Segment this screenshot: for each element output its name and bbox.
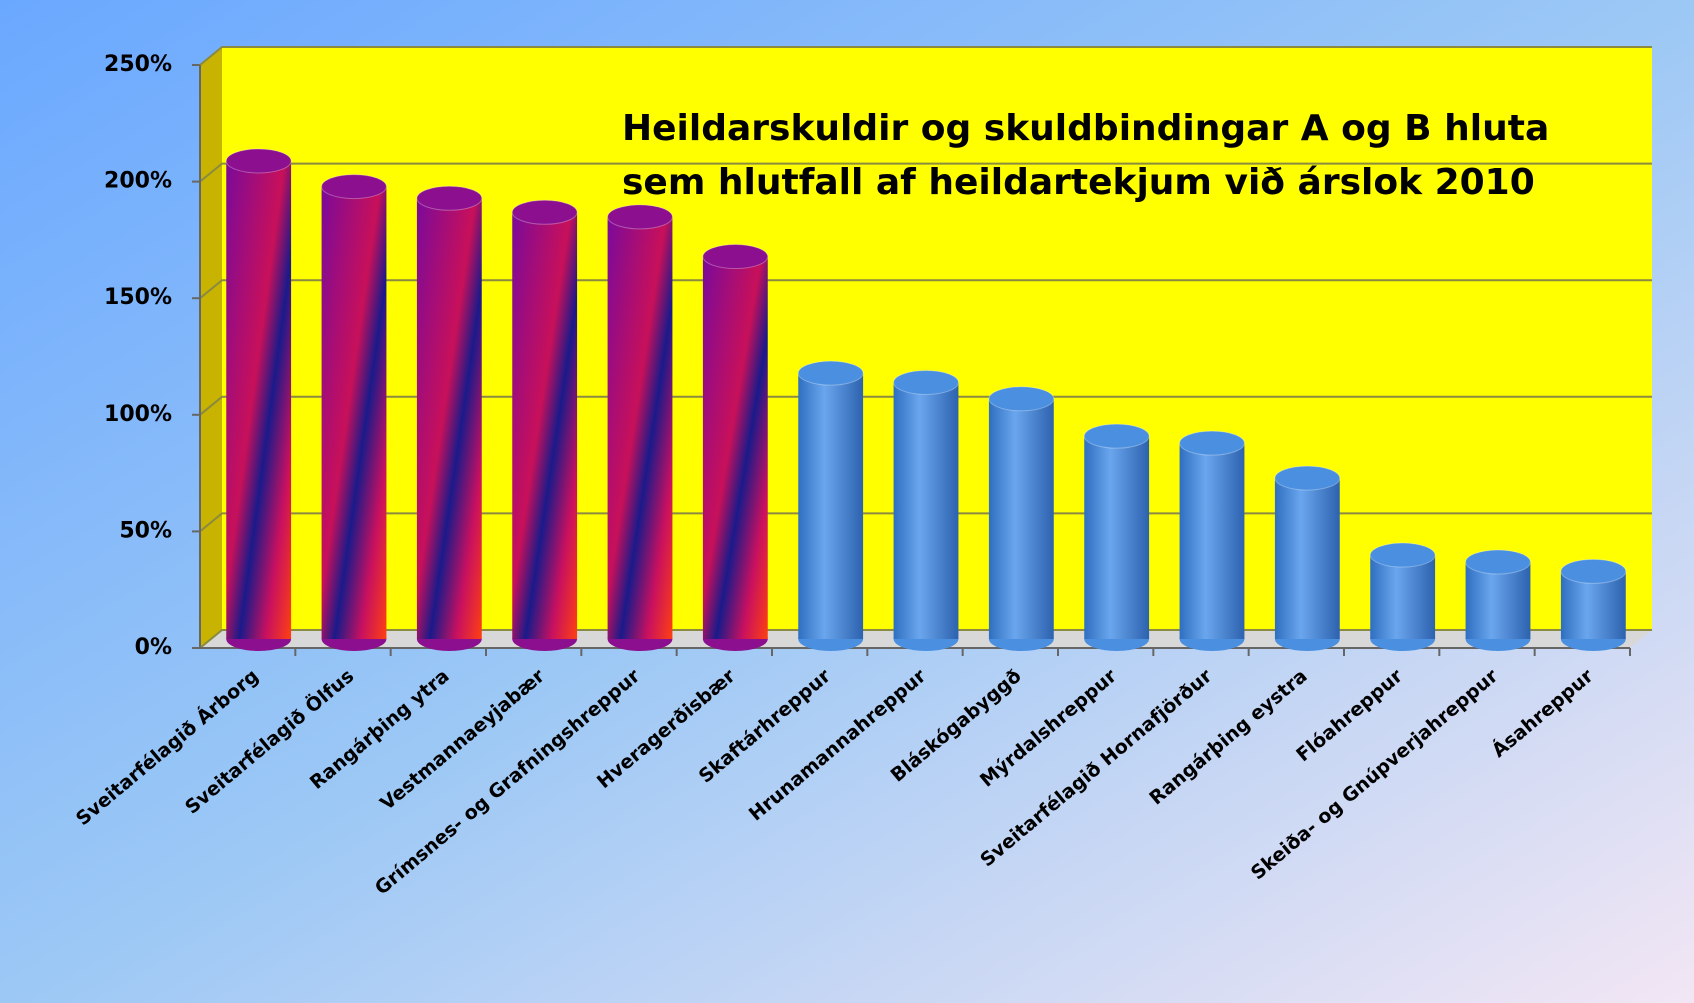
cylinder-top <box>321 174 387 200</box>
y-tick-label: 150% <box>104 285 172 310</box>
chart-title: Heildarskuldir og skuldbindingar A og B … <box>622 108 1549 149</box>
bar <box>1370 555 1436 639</box>
bar <box>893 382 959 639</box>
cylinder-top <box>797 360 864 386</box>
bar <box>607 216 673 639</box>
cylinder-top <box>1369 542 1436 568</box>
bar <box>226 160 292 639</box>
bar <box>798 373 864 639</box>
cylinder-top <box>1465 549 1531 575</box>
bar <box>988 398 1054 639</box>
grid-line <box>199 512 1652 533</box>
cylinder-top <box>988 386 1055 412</box>
cylinder-top <box>416 185 483 211</box>
grid-line <box>199 162 1652 183</box>
plot-side-wall <box>200 48 222 648</box>
bar <box>1465 562 1531 639</box>
cylinder-top <box>1274 465 1341 491</box>
bar <box>1179 443 1245 639</box>
bar <box>416 198 482 639</box>
cylinder-top <box>511 199 578 225</box>
cylinder-top <box>1083 423 1150 449</box>
y-tick-label: 100% <box>104 402 172 427</box>
y-tick-label: 200% <box>104 169 172 194</box>
bar <box>512 212 578 639</box>
y-tick-label: 0% <box>135 635 172 660</box>
cylinder-top <box>893 369 959 395</box>
grid-line <box>199 46 1652 66</box>
bar <box>702 256 768 639</box>
grid-line <box>199 279 1652 299</box>
y-tick-label: 250% <box>104 52 172 77</box>
grid-line <box>199 395 1652 416</box>
cylinder-top <box>1179 430 1245 456</box>
cylinder-top <box>225 148 292 174</box>
bar <box>1084 436 1150 639</box>
cylinder-top <box>607 204 673 230</box>
grid-line <box>199 629 1652 649</box>
bar <box>321 186 387 640</box>
y-tick-label: 50% <box>119 518 172 543</box>
bar <box>1274 478 1340 639</box>
chart-title: sem hlutfall af heildartekjum við árslok… <box>622 162 1535 203</box>
cylinder-top <box>702 244 769 270</box>
cylinder-top <box>1560 558 1627 584</box>
